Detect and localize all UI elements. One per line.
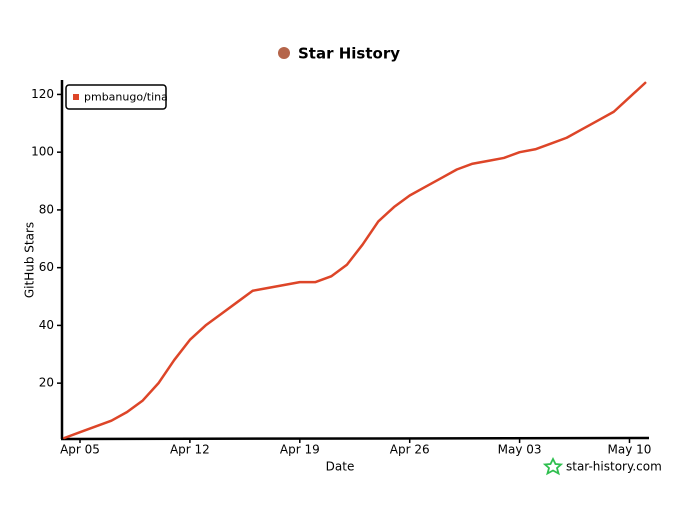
y-tick-label: 60 [39,260,54,274]
x-axis [60,436,650,441]
watermark-icon [542,456,564,476]
x-tick-label: Apr 12 [170,443,210,457]
y-tick-label: 40 [39,318,54,332]
y-tick-label: 20 [39,376,54,390]
chart-title: Star History [298,45,400,63]
legend-swatch [73,94,79,100]
y-tick-label: 120 [31,87,54,101]
x-tick-label: Apr 05 [60,443,100,457]
y-tick-label: 100 [31,145,54,159]
x-tick-label: May 03 [498,443,542,457]
series-line [63,81,647,440]
watermark: star-history.com [566,460,662,474]
x-tick-label: Apr 19 [280,443,320,457]
x-tick-label: May 10 [608,443,652,457]
legend-box [65,84,167,110]
x-tick-label: Apr 26 [390,443,430,457]
x-axis-label: Date [326,460,355,474]
y-axis-label: GitHub Stars [23,222,37,298]
logo [278,47,290,59]
y-tick-label: 80 [39,202,54,216]
legend-label: pmbanugo/tina [84,91,168,104]
